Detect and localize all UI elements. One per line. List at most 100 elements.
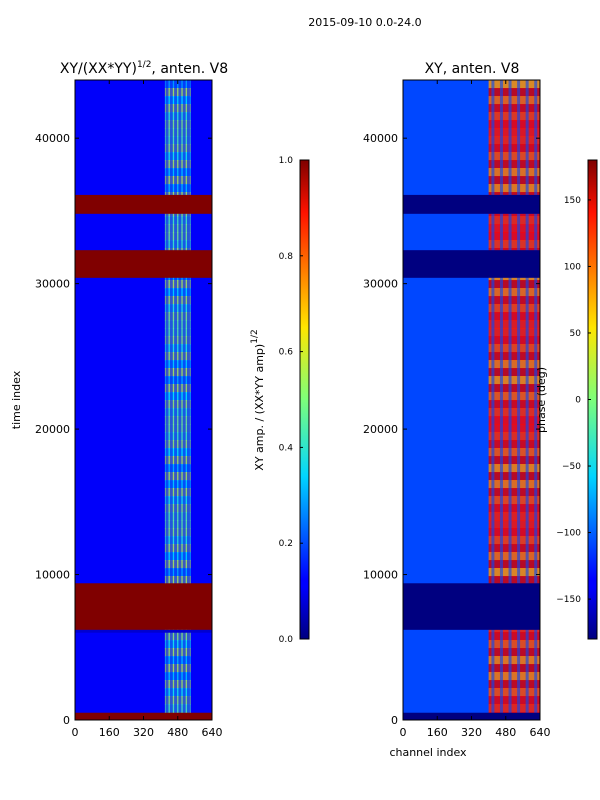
active-channel-cell	[488, 504, 540, 513]
colorbar-tick-label: 100	[564, 262, 581, 272]
active-channel-cell	[488, 96, 540, 105]
flagged-time-band	[75, 583, 212, 630]
active-channel-cell	[164, 376, 191, 385]
active-channel-cell	[488, 696, 540, 705]
active-channel-cell	[488, 576, 540, 585]
y-tick-label: 20000	[363, 423, 398, 436]
active-channel-cell	[164, 128, 191, 137]
active-channel-cell	[488, 216, 540, 225]
active-channel-cell	[488, 568, 540, 577]
active-channel-cell	[164, 528, 191, 537]
active-channel-cell	[164, 552, 191, 561]
active-channel-cell	[488, 88, 540, 97]
active-channel-cell	[488, 408, 540, 417]
channel-stripe	[508, 80, 512, 720]
active-channel-cell	[164, 680, 191, 689]
colorbar-tick-label: 0.0	[279, 635, 294, 645]
active-channel-cell	[164, 576, 191, 585]
active-channel-cell	[164, 136, 191, 145]
active-channel-cell	[488, 112, 540, 121]
time-index-axis-label: time index	[10, 370, 23, 429]
active-channel-cell	[164, 328, 191, 337]
active-channel-cell	[164, 520, 191, 529]
channel-stripe	[534, 80, 538, 720]
active-channel-cell	[164, 464, 191, 473]
colorbar-tick-label: −50	[562, 462, 581, 472]
active-channel-cell	[488, 632, 540, 641]
flagged-time-band	[403, 250, 540, 278]
active-channel-cell	[164, 184, 191, 193]
colorbar-tick-label: 1.0	[279, 156, 294, 166]
active-channel-cell	[488, 240, 540, 249]
active-channel-cell	[488, 280, 540, 289]
active-channel-cell	[164, 96, 191, 105]
colorbar-tick-label: −100	[556, 529, 581, 539]
active-channel-cell	[488, 496, 540, 505]
channel-stripe	[491, 80, 495, 720]
active-channel-cell	[164, 496, 191, 505]
channel-stripe	[174, 80, 178, 720]
active-channel-cell	[488, 456, 540, 465]
active-channel-cell	[488, 360, 540, 369]
active-channel-cell	[164, 88, 191, 97]
active-channel-cell	[164, 664, 191, 673]
active-channel-cell	[164, 704, 191, 713]
active-channel-cell	[488, 320, 540, 329]
active-channel-cell	[164, 80, 191, 89]
x-tick-label: 480	[495, 726, 516, 739]
active-channel-cell	[164, 344, 191, 353]
active-channel-cell	[488, 176, 540, 185]
y-tick-label: 10000	[363, 569, 398, 582]
active-channel-cell	[164, 224, 191, 233]
active-channel-cell	[164, 352, 191, 361]
active-channel-cell	[164, 480, 191, 489]
active-channel-cell	[164, 240, 191, 249]
active-channel-cell	[488, 424, 540, 433]
active-channel-cell	[488, 432, 540, 441]
active-channel-cell	[488, 136, 540, 145]
active-channel-cell	[164, 656, 191, 665]
channel-index-axis-label: channel index	[389, 746, 467, 759]
active-channel-cell	[488, 104, 540, 113]
active-channel-cell	[488, 224, 540, 233]
channel-stripe	[182, 80, 186, 720]
amplitude-colorbar-label: XY amp. / (XX*YY amp)1/2	[250, 329, 266, 470]
active-channel-cell	[488, 656, 540, 665]
active-channel-cell	[164, 544, 191, 553]
colorbar-tick-label: 0.2	[279, 539, 293, 549]
active-channel-cell	[488, 184, 540, 193]
colorbar-tick-label: 0.4	[279, 443, 294, 453]
active-channel-cell	[488, 672, 540, 681]
flagged-time-band	[403, 194, 540, 214]
active-channel-cell	[488, 512, 540, 521]
y-tick-label: 0	[63, 714, 70, 727]
active-channel-cell	[164, 144, 191, 153]
active-channel-cell	[488, 168, 540, 177]
active-channel-cell	[488, 648, 540, 657]
active-channel-cell	[488, 160, 540, 169]
x-tick-label: 640	[202, 726, 223, 739]
y-tick-label: 40000	[363, 132, 398, 145]
active-channel-cell	[488, 704, 540, 713]
x-tick-label: 320	[133, 726, 154, 739]
active-channel-cell	[164, 216, 191, 225]
active-channel-cell	[488, 680, 540, 689]
active-channel-cell	[488, 392, 540, 401]
channel-stripe	[186, 80, 190, 720]
active-channel-cell	[164, 632, 191, 641]
active-channel-cell	[164, 504, 191, 513]
y-tick-label: 30000	[363, 278, 398, 291]
active-channel-cell	[488, 152, 540, 161]
y-tick-label: 10000	[35, 569, 70, 582]
phase-panel: XY, anten. V8 0 160 320 480 640 0 10000 20000 3…	[363, 61, 551, 759]
channel-stripe	[517, 80, 521, 720]
active-channel-cell	[488, 288, 540, 297]
figure-suptitle: 2015-09-10 0.0-24.0	[308, 16, 421, 29]
active-channel-cell	[164, 296, 191, 305]
active-channel-cell	[488, 640, 540, 649]
active-channel-cell	[164, 320, 191, 329]
active-channel-cell	[488, 336, 540, 345]
active-channel-cell	[164, 640, 191, 649]
active-channel-cell	[488, 368, 540, 377]
flagged-time-band	[75, 250, 212, 278]
